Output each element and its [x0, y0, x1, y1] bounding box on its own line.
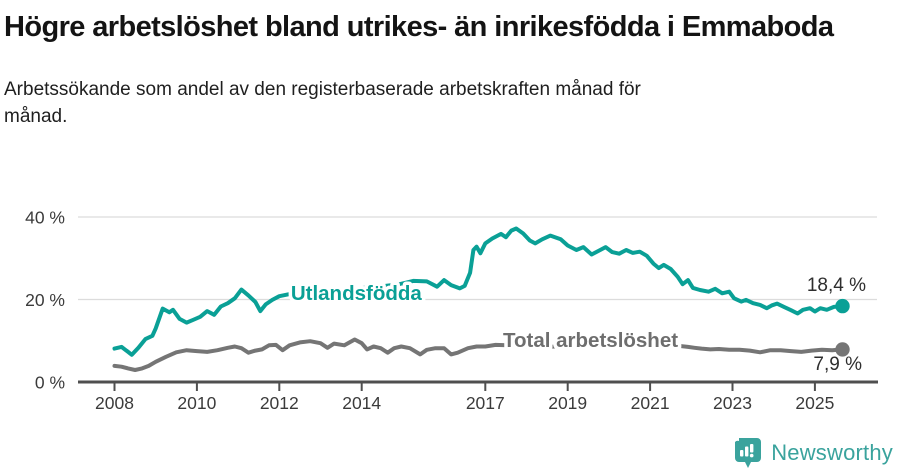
chart-header: Högre arbetslöshet bland utrikes- än inr…	[4, 8, 884, 130]
series-line-1	[112, 337, 845, 372]
x-tick-label: 2012	[260, 393, 299, 413]
chart-title: Högre arbetslöshet bland utrikes- än inr…	[4, 11, 834, 43]
x-tick-label: 2010	[177, 393, 216, 413]
y-tick-label: 20 %	[25, 290, 65, 310]
exclamation-dot	[750, 453, 754, 458]
y-tick-label: 40 %	[25, 208, 65, 228]
y-tick-label: 0 %	[35, 373, 65, 393]
x-tick-label: 2025	[795, 393, 834, 413]
bar-tall	[745, 446, 749, 457]
bar-chart-speech-bubble-icon	[735, 438, 762, 468]
x-tick-label: 2014	[342, 393, 381, 413]
series-end-value-1: 7,9 %	[813, 354, 862, 375]
x-tick-label: 2008	[95, 393, 134, 413]
chart-subtitle: Arbetssökande som andel av den registerb…	[4, 79, 641, 128]
series-label-1: Total arbetslöshet	[503, 329, 678, 352]
series-label-0: Utlandsfödda	[291, 282, 423, 305]
series-line-0	[112, 226, 845, 357]
x-tick-label: 2023	[713, 393, 752, 413]
x-tick-label: 2019	[548, 393, 587, 413]
series-end-dot-1	[835, 342, 850, 357]
bar-small	[740, 450, 744, 457]
x-tick-label: 2021	[631, 393, 670, 413]
exclamation-bar	[750, 444, 754, 453]
series-end-value-0: 18,4 %	[807, 275, 866, 296]
brand-name-text: Newsworthy	[771, 440, 893, 465]
x-tick-label: 2017	[466, 393, 505, 413]
series-end-dot-0	[835, 298, 850, 314]
newsworthy-brand: Newsworthy	[734, 437, 893, 469]
